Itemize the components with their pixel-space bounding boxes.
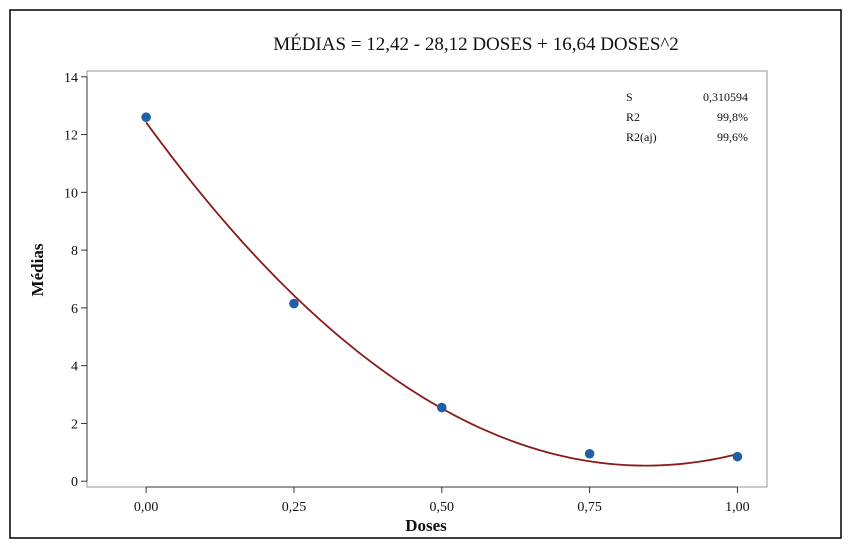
- y-axis-title: Médias: [28, 243, 47, 296]
- y-tick-label: 8: [71, 244, 78, 259]
- x-tick-label: 0,50: [430, 500, 455, 515]
- data-point: [289, 298, 299, 309]
- chart-title: MÉDIAS = 12,42 - 28,12 DOSES + 16,64 DOS…: [273, 33, 679, 55]
- data-point: [732, 451, 743, 462]
- y-axis: 0 2 4 6 8 10 12 14: [64, 71, 88, 490]
- y-tick-label: 6: [71, 302, 78, 317]
- stat-label-s: S: [626, 90, 633, 104]
- y-tick-label: 12: [64, 129, 78, 144]
- x-tick-label: 0,00: [134, 500, 159, 515]
- stat-value-s: 0,310594: [703, 90, 748, 104]
- y-tick-label: 10: [64, 186, 78, 201]
- x-axis-title: Doses: [405, 516, 447, 535]
- x-tick-label: 1,00: [725, 500, 750, 515]
- x-tick-label: 0,75: [577, 500, 602, 515]
- y-tick-label: 0: [71, 475, 78, 490]
- y-tick-label: 14: [64, 71, 78, 86]
- x-axis: 0,00 0,25 0,50 0,75 1,00: [134, 486, 750, 515]
- data-point: [436, 402, 447, 413]
- stats-box: S 0,310594 R2 99,8% R2(aj) 99,6%: [626, 90, 748, 144]
- data-points: [141, 112, 743, 462]
- x-tick-label: 0,25: [282, 500, 307, 515]
- stat-value-r2-adj: 99,6%: [717, 130, 748, 144]
- y-tick-label: 2: [71, 417, 78, 432]
- stat-label-r2: R2: [626, 110, 640, 124]
- y-tick-label: 4: [71, 360, 78, 375]
- stat-label-r2-adj: R2(aj): [626, 130, 657, 144]
- stat-value-r2: 99,8%: [717, 110, 748, 124]
- data-point: [584, 448, 595, 459]
- data-point: [141, 112, 151, 123]
- plot-area: [86, 70, 768, 488]
